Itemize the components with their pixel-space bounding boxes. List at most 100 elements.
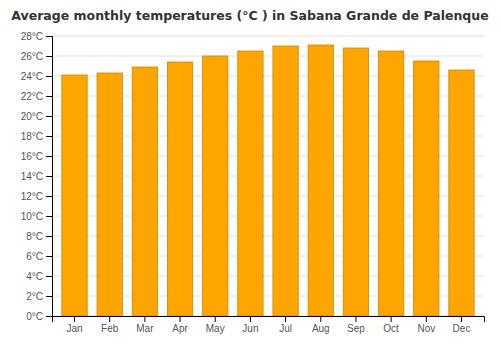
- bar: [97, 73, 122, 316]
- bar: [414, 61, 439, 316]
- bar: [238, 51, 263, 316]
- x-tick: Sep: [347, 316, 365, 334]
- grid-line: [52, 36, 484, 37]
- tick-label: Dec: [453, 323, 471, 334]
- bar: [132, 67, 157, 316]
- tick-mark: [46, 316, 52, 317]
- tick-label: Feb: [101, 323, 119, 334]
- tick-label: Mar: [136, 323, 154, 334]
- tick-mark: [426, 316, 427, 322]
- chart-container: 0°C 2°C 4°C 6°C 8°C 10°C 12°C 14°C 16°C 18°C 20°C 2…: [0, 0, 500, 350]
- x-tick: Jun: [242, 316, 258, 334]
- y-tick: 16°C: [21, 151, 52, 162]
- tick-mark: [355, 316, 356, 322]
- tick-mark: [180, 316, 181, 322]
- tick-mark: [144, 316, 145, 322]
- tick-mark: [46, 176, 52, 177]
- y-tick: 10°C: [21, 211, 52, 222]
- tick-label: 20°C: [21, 111, 43, 122]
- tick-label: Sep: [347, 323, 365, 334]
- tick-mark: [46, 156, 52, 157]
- tick-label: 24°C: [21, 71, 43, 82]
- tick-mark: [215, 316, 216, 322]
- tick-mark: [46, 276, 52, 277]
- x-tick: Jan: [66, 316, 82, 334]
- tick-mark: [46, 116, 52, 117]
- bar: [308, 45, 333, 316]
- tick-mark: [46, 36, 52, 37]
- bar: [378, 51, 403, 316]
- tick-label: Jun: [242, 323, 258, 334]
- tick-label: Jul: [279, 323, 292, 334]
- tick-label: 18°C: [21, 131, 43, 142]
- y-tick: 4°C: [26, 271, 52, 282]
- y-tick: 24°C: [21, 71, 52, 82]
- y-tick: 18°C: [21, 131, 52, 142]
- y-tick: 22°C: [21, 91, 52, 102]
- tick-mark: [320, 316, 321, 322]
- tick-label: 22°C: [21, 91, 43, 102]
- bar: [167, 62, 192, 316]
- tick-mark: [461, 316, 462, 322]
- x-tick: May: [206, 316, 225, 334]
- tick-mark: [46, 76, 52, 77]
- x-axis: Jan Feb Mar Apr May Jun Jul Aug Sep Oct Nov Dec: [53, 316, 485, 334]
- tick-label: 6°C: [26, 251, 43, 262]
- tick-mark: [46, 256, 52, 257]
- y-tick: 8°C: [26, 231, 52, 242]
- tick-mark: [250, 316, 251, 322]
- tick-mark: [46, 196, 52, 197]
- y-tick: 26°C: [21, 51, 52, 62]
- y-tick: 28°C: [21, 31, 52, 42]
- tick-mark: [46, 136, 52, 137]
- bar: [62, 75, 87, 316]
- chart-svg: 0°C 2°C 4°C 6°C 8°C 10°C 12°C 14°C 16°C 18°C 20°C 2…: [0, 0, 500, 350]
- bar: [203, 56, 228, 316]
- y-tick: 2°C: [26, 291, 52, 302]
- tick-label: 26°C: [21, 51, 43, 62]
- x-tick: Apr: [172, 316, 188, 334]
- tick-label: 14°C: [21, 171, 43, 182]
- tick-mark: [391, 316, 392, 322]
- tick-label: 10°C: [21, 211, 43, 222]
- tick-label: Jan: [66, 323, 82, 334]
- bar: [273, 46, 298, 316]
- tick-label: 12°C: [21, 191, 43, 202]
- tick-label: Nov: [417, 323, 435, 334]
- tick-mark: [46, 236, 52, 237]
- grid: [52, 36, 484, 316]
- tick-mark: [46, 216, 52, 217]
- axis-line: [46, 37, 53, 317]
- tick-label: 2°C: [26, 291, 43, 302]
- tick-label: 8°C: [26, 231, 43, 242]
- tick-label: 4°C: [26, 271, 43, 282]
- tick-mark: [74, 316, 75, 322]
- y-tick: 20°C: [21, 111, 52, 122]
- title: Average monthly temperatures (°C ) in Sa…: [11, 8, 488, 23]
- y-tick: 12°C: [21, 191, 52, 202]
- tick-mark: [109, 316, 110, 322]
- x-tick: Jul: [279, 316, 292, 334]
- tick-mark: [46, 296, 52, 297]
- grid-line: [52, 56, 484, 57]
- y-axis: 0°C 2°C 4°C 6°C 8°C 10°C 12°C 14°C 16°C 18°C 20°C 2…: [21, 31, 53, 322]
- y-tick: 14°C: [21, 171, 52, 182]
- x-tick: Feb: [101, 316, 119, 334]
- tick-mark: [46, 56, 52, 57]
- plot-area: [62, 45, 474, 316]
- tick-label: 0°C: [26, 311, 43, 322]
- x-tick: Nov: [417, 316, 435, 334]
- x-tick: Dec: [453, 316, 471, 334]
- tick-label: Oct: [383, 323, 399, 334]
- axis-line: [53, 317, 485, 323]
- tick-label: May: [206, 323, 225, 334]
- x-tick: Mar: [136, 316, 154, 334]
- bar: [449, 70, 474, 316]
- y-tick: 0°C: [26, 311, 52, 322]
- tick-label: 16°C: [21, 151, 43, 162]
- tick-label: Aug: [312, 323, 330, 334]
- y-tick: 6°C: [26, 251, 52, 262]
- tick-label: 28°C: [21, 31, 43, 42]
- x-tick: Aug: [312, 316, 330, 334]
- tick-mark: [285, 316, 286, 322]
